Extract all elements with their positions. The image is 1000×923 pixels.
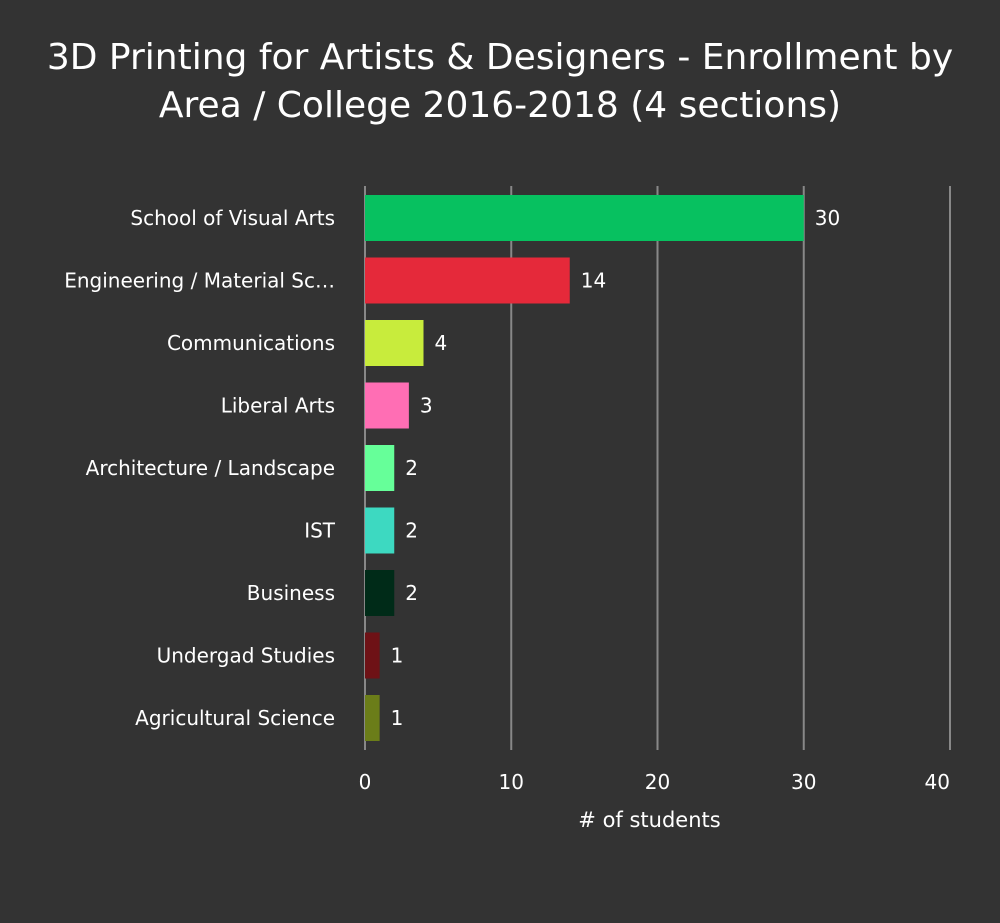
category-label: Agricultural Science bbox=[135, 706, 335, 730]
data-label: 3 bbox=[420, 394, 433, 418]
data-label: 30 bbox=[815, 206, 840, 230]
x-tick-label: 0 bbox=[359, 770, 372, 794]
bar bbox=[365, 257, 570, 304]
category-label: Business bbox=[247, 581, 335, 605]
bar bbox=[365, 632, 380, 679]
data-label: 2 bbox=[405, 581, 418, 605]
category-labels: School of Visual Arts Engineering / Mater… bbox=[64, 206, 336, 730]
data-labels: 30 14 4 3 2 2 2 1 1 bbox=[391, 206, 841, 730]
chart-title: 3D Printing for Artists & Designers - En… bbox=[46, 37, 954, 126]
x-tick-label: 30 bbox=[791, 770, 816, 794]
data-label: 14 bbox=[581, 269, 606, 293]
data-label: 1 bbox=[391, 706, 404, 730]
bars bbox=[365, 195, 804, 741]
bar bbox=[365, 445, 395, 491]
x-axis-ticks: 0 10 20 30 40 bbox=[359, 770, 950, 794]
bar bbox=[365, 320, 424, 366]
category-label: Undergad Studies bbox=[157, 644, 335, 668]
bar bbox=[365, 570, 395, 616]
category-label: Communications bbox=[167, 331, 335, 355]
category-label: School of Visual Arts bbox=[130, 206, 335, 230]
bar bbox=[365, 382, 409, 429]
bar bbox=[365, 507, 395, 554]
data-label: 2 bbox=[405, 456, 418, 480]
category-label: Architecture / Landscape bbox=[86, 456, 335, 480]
bar bbox=[365, 195, 804, 241]
data-label: 2 bbox=[405, 519, 418, 543]
x-tick-label: 10 bbox=[499, 770, 524, 794]
category-label: Engineering / Material Sc… bbox=[64, 269, 335, 293]
data-label: 4 bbox=[435, 331, 448, 355]
x-tick-label: 20 bbox=[645, 770, 670, 794]
category-label: Liberal Arts bbox=[221, 394, 335, 418]
x-axis-label: # of students bbox=[578, 808, 720, 832]
bar bbox=[365, 695, 380, 741]
category-label: IST bbox=[304, 519, 336, 543]
x-tick-label: 40 bbox=[925, 770, 950, 794]
data-label: 1 bbox=[391, 644, 404, 668]
